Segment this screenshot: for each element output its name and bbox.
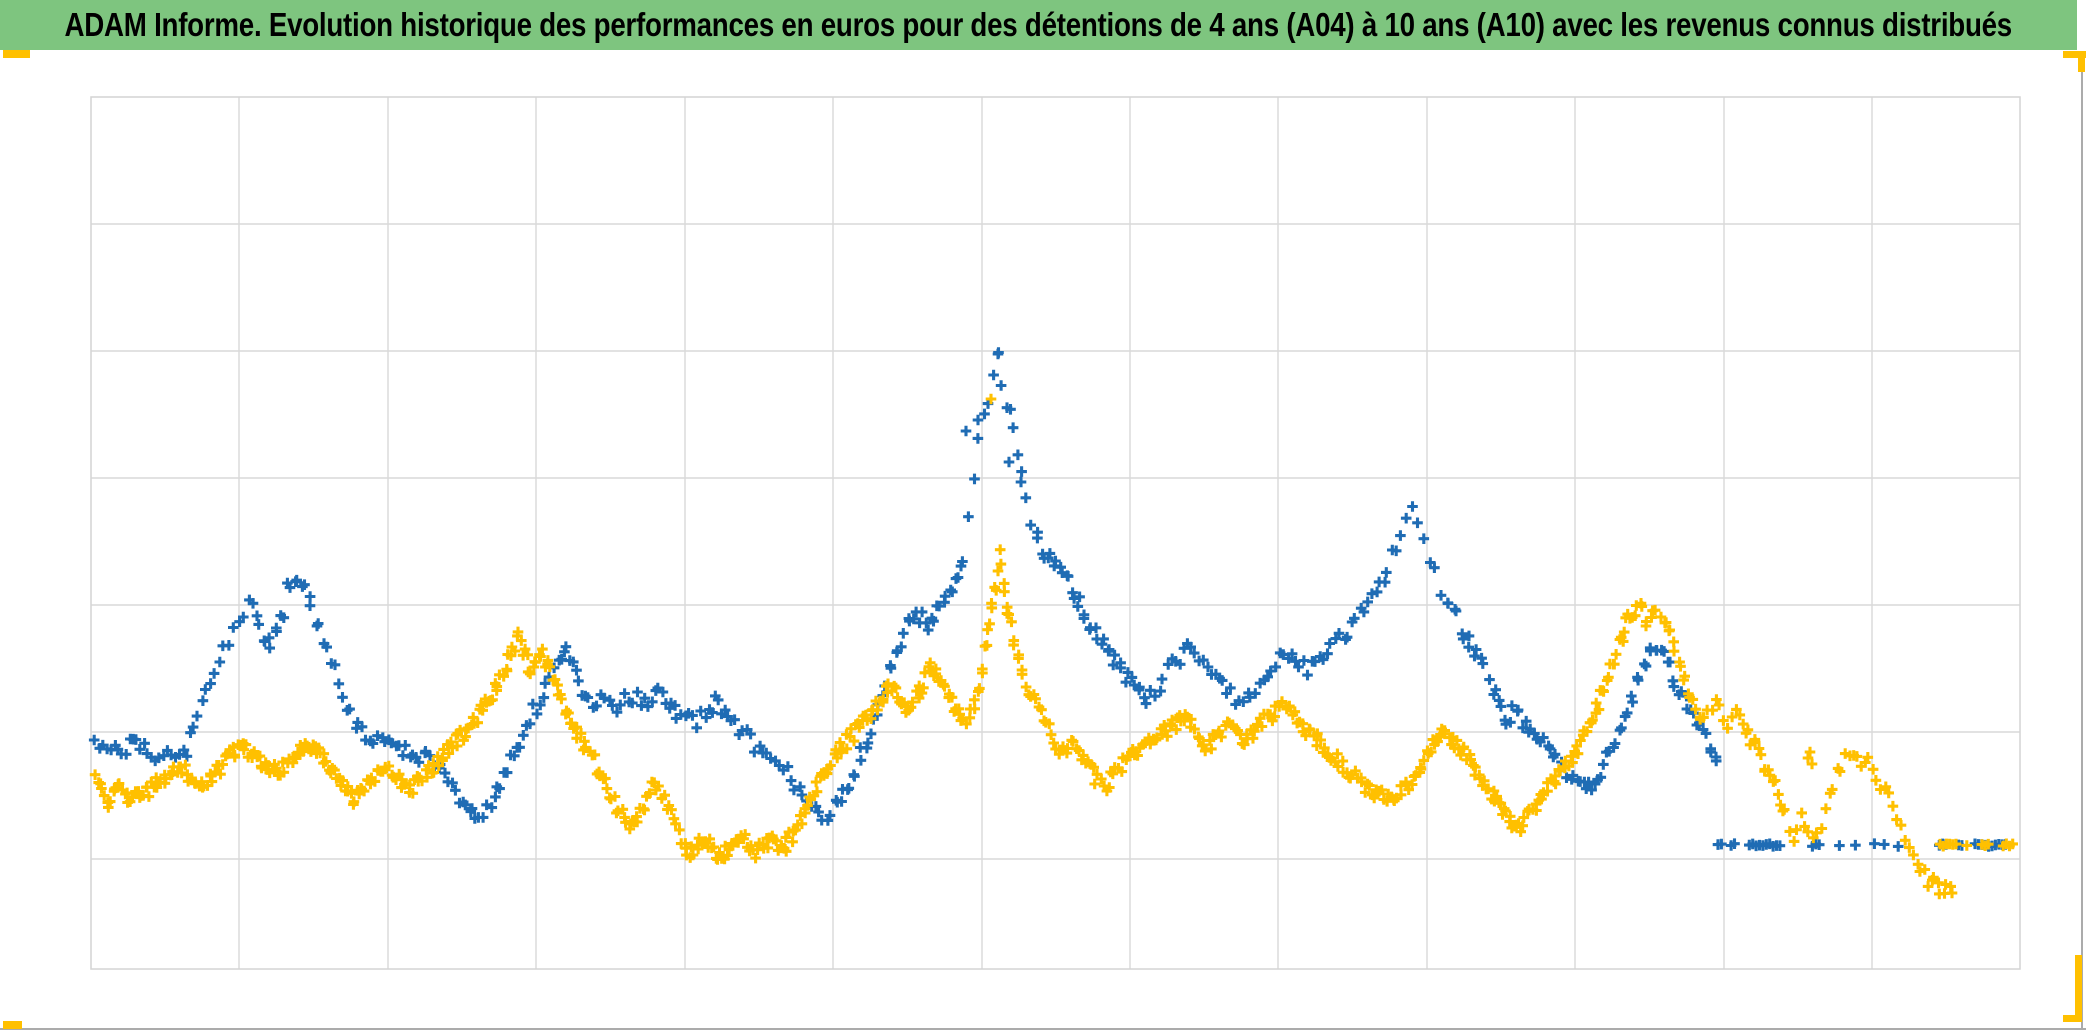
accent-corner-top-right-vertical — [2078, 51, 2085, 72]
series-yellow-points — [89, 393, 2018, 900]
page-edge-bottom — [0, 1028, 2086, 1030]
page-edge-right — [2081, 57, 2083, 1029]
accent-corner-top-right-horizontal — [2063, 51, 2086, 58]
accent-corner-bottom-right-vertical — [2075, 955, 2082, 1022]
accent-tab-bottom-left — [3, 1021, 22, 1029]
chart-title: ADAM Informe. Evolution historique des p… — [64, 6, 2013, 43]
series-blue-points — [88, 347, 2011, 852]
accent-tab-top-left — [3, 50, 30, 58]
accent-corner-bottom-right-horizontal — [2063, 1015, 2082, 1022]
chart-title-bar: ADAM Informe. Evolution historique des p… — [0, 0, 2077, 50]
chart-series — [88, 347, 2018, 900]
chart-gridlines — [90, 96, 2021, 970]
